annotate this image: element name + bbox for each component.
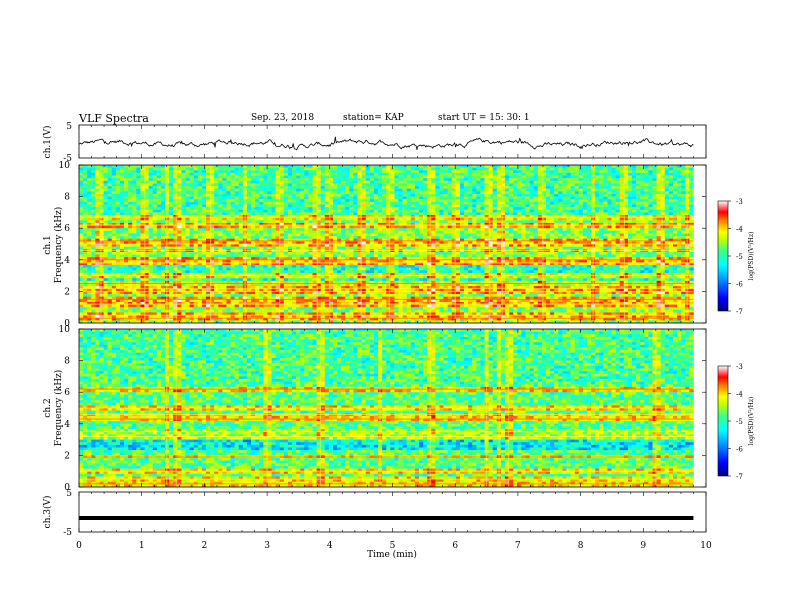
colorbar-tick: -5 (736, 253, 743, 261)
freq-ytick: 6 (64, 224, 70, 234)
x-tick-label: 0 (76, 541, 82, 551)
freq-ytick: 2 (64, 287, 70, 297)
ch1-waveform-line (78, 136, 694, 151)
x-tick-label: 10 (700, 541, 712, 551)
freq-ytick: 10 (59, 325, 71, 335)
x-tick-label: 2 (202, 541, 208, 551)
x-tick-label: 5 (390, 541, 396, 551)
station-label: station= KAP (343, 113, 404, 123)
x-tick-label: 4 (327, 541, 333, 551)
x-tick-label: 9 (640, 541, 646, 551)
panel-frame (78, 124, 707, 159)
freq-ytick: 4 (64, 420, 70, 430)
ch2-freq-ylabel: ch.2Frequency (kHz) (43, 370, 64, 447)
colorbar-tick: -4 (736, 226, 743, 234)
colorbar-label: log(PSD)(V²/Hz) (748, 232, 755, 281)
colorbar-tick: -6 (736, 446, 743, 454)
ch3-ytick: -5 (63, 528, 72, 538)
colorbar (717, 200, 729, 312)
colorbar-tick: -3 (736, 198, 743, 206)
colorbar-tick: -5 (736, 418, 743, 426)
colorbar-tick: -7 (736, 308, 743, 316)
freq-ytick: 6 (64, 388, 70, 398)
figure-title: VLF Spectra (79, 112, 149, 125)
ch3-ylabel: ch.3(V) (42, 496, 53, 529)
start-ut-label: start UT = 15: 30: 1 (438, 113, 530, 123)
x-axis-label: Time (min) (367, 549, 417, 560)
ch3-ytick: 5 (66, 489, 72, 499)
x-tick-label: 8 (578, 541, 584, 551)
ch2-spectrogram (79, 329, 694, 488)
x-tick-label: 7 (515, 541, 521, 551)
freq-ytick: 8 (64, 357, 70, 367)
colorbar (717, 365, 729, 477)
freq-ytick: 0 (64, 483, 70, 493)
panel-frame (78, 491, 707, 533)
freq-ytick: 0 (64, 319, 70, 329)
freq-ytick: 4 (64, 256, 70, 266)
colorbar-tick: -6 (736, 281, 743, 289)
ch1-spectrogram (79, 165, 694, 324)
ch1-ytick: 5 (66, 122, 72, 132)
colorbar-tick: -3 (736, 363, 743, 371)
colorbar-tick: -7 (736, 473, 743, 481)
ch1-freq-ylabel: ch.1Frequency (kHz) (43, 207, 64, 284)
ch1-ytick: -5 (63, 154, 72, 164)
date-label: Sep. 23, 2018 (251, 113, 315, 123)
colorbar-tick: -4 (736, 391, 743, 399)
x-tick-label: 6 (452, 541, 458, 551)
freq-ytick: 2 (64, 451, 70, 461)
x-tick-label: 3 (264, 541, 270, 551)
x-tick-label: 1 (139, 541, 145, 551)
colorbar-label: log(PSD)(V²/Hz) (748, 397, 755, 446)
ch1-ylabel: ch.1(V) (42, 126, 53, 159)
freq-ytick: 10 (59, 161, 71, 171)
freq-ytick: 8 (64, 193, 70, 203)
